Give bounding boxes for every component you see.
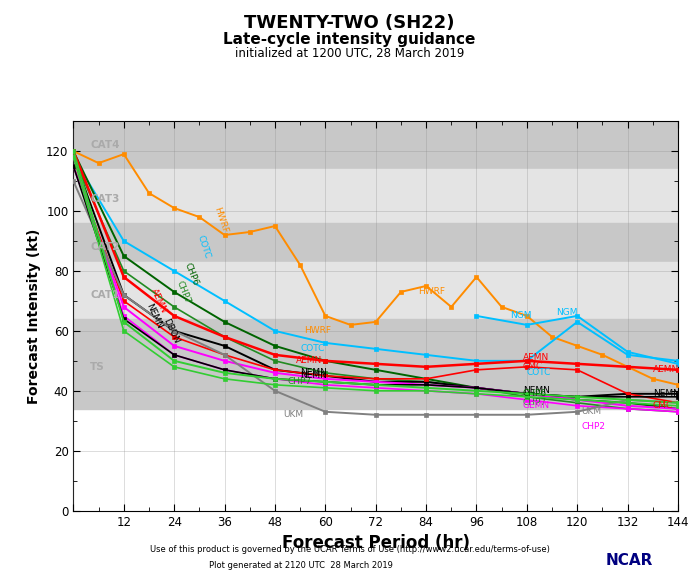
Bar	[73, 121, 678, 169]
Text: AEMN: AEMN	[149, 287, 168, 314]
Text: TWENTY-TWO (SH22): TWENTY-TWO (SH22)	[244, 14, 455, 32]
Text: NEMN: NEMN	[653, 389, 679, 398]
Text: CHP6: CHP6	[182, 261, 200, 287]
Bar	[73, 319, 678, 409]
Text: HWRF: HWRF	[212, 206, 229, 234]
Text: CAT4: CAT4	[90, 140, 120, 150]
Text: NEMN: NEMN	[523, 387, 549, 395]
Text: HWRF: HWRF	[418, 287, 445, 297]
Text: UKM: UKM	[283, 410, 303, 419]
Text: COTC: COTC	[300, 344, 324, 353]
Text: CHP7: CHP7	[174, 279, 192, 305]
Bar	[73, 223, 678, 262]
Text: UKM: UKM	[582, 407, 602, 416]
Text: NCAR: NCAR	[605, 553, 653, 568]
Text: CHP2: CHP2	[582, 422, 605, 431]
Text: initialized at 1200 UTC, 28 March 2019: initialized at 1200 UTC, 28 March 2019	[235, 47, 464, 61]
Text: AEMN: AEMN	[296, 357, 322, 365]
Text: Late-cycle intensity guidance: Late-cycle intensity guidance	[223, 32, 476, 47]
Text: COTC: COTC	[527, 368, 552, 377]
Text: NEMN: NEMN	[145, 302, 164, 330]
Bar	[73, 262, 678, 319]
Text: AEMN: AEMN	[653, 365, 679, 374]
Text: Plot generated at 2120 UTC  28 March 2019: Plot generated at 2120 UTC 28 March 2019	[208, 561, 393, 570]
Text: COTC: COTC	[195, 234, 211, 260]
Text: CMC: CMC	[523, 362, 543, 372]
Text: CAT1: CAT1	[90, 290, 120, 300]
Text: HWRF: HWRF	[304, 327, 331, 335]
Text: DBON: DBON	[161, 317, 181, 345]
Text: NGM: NGM	[510, 312, 531, 320]
Text: TS: TS	[90, 362, 105, 372]
Text: CAT2: CAT2	[90, 242, 120, 252]
Text: CAT3: CAT3	[90, 194, 120, 204]
Text: CHP6: CHP6	[523, 389, 547, 398]
Text: NGM: NGM	[556, 309, 578, 317]
Text: NEMN: NEMN	[300, 368, 327, 377]
Text: GEMN: GEMN	[523, 401, 550, 410]
Text: Use of this product is governed by the UCAR Terms of Use (http://www2.ucar.edu/t: Use of this product is governed by the U…	[150, 545, 549, 554]
Text: AEMN: AEMN	[523, 353, 549, 362]
Text: NEMN: NEMN	[300, 372, 327, 380]
Text: CMC: CMC	[653, 401, 673, 410]
Y-axis label: Forecast Intensity (kt): Forecast Intensity (kt)	[27, 228, 41, 403]
X-axis label: Forecast Period (hr): Forecast Period (hr)	[282, 534, 470, 552]
Text: CHP7: CHP7	[523, 398, 547, 407]
Text: CHP7: CHP7	[287, 377, 312, 387]
Bar	[73, 169, 678, 223]
